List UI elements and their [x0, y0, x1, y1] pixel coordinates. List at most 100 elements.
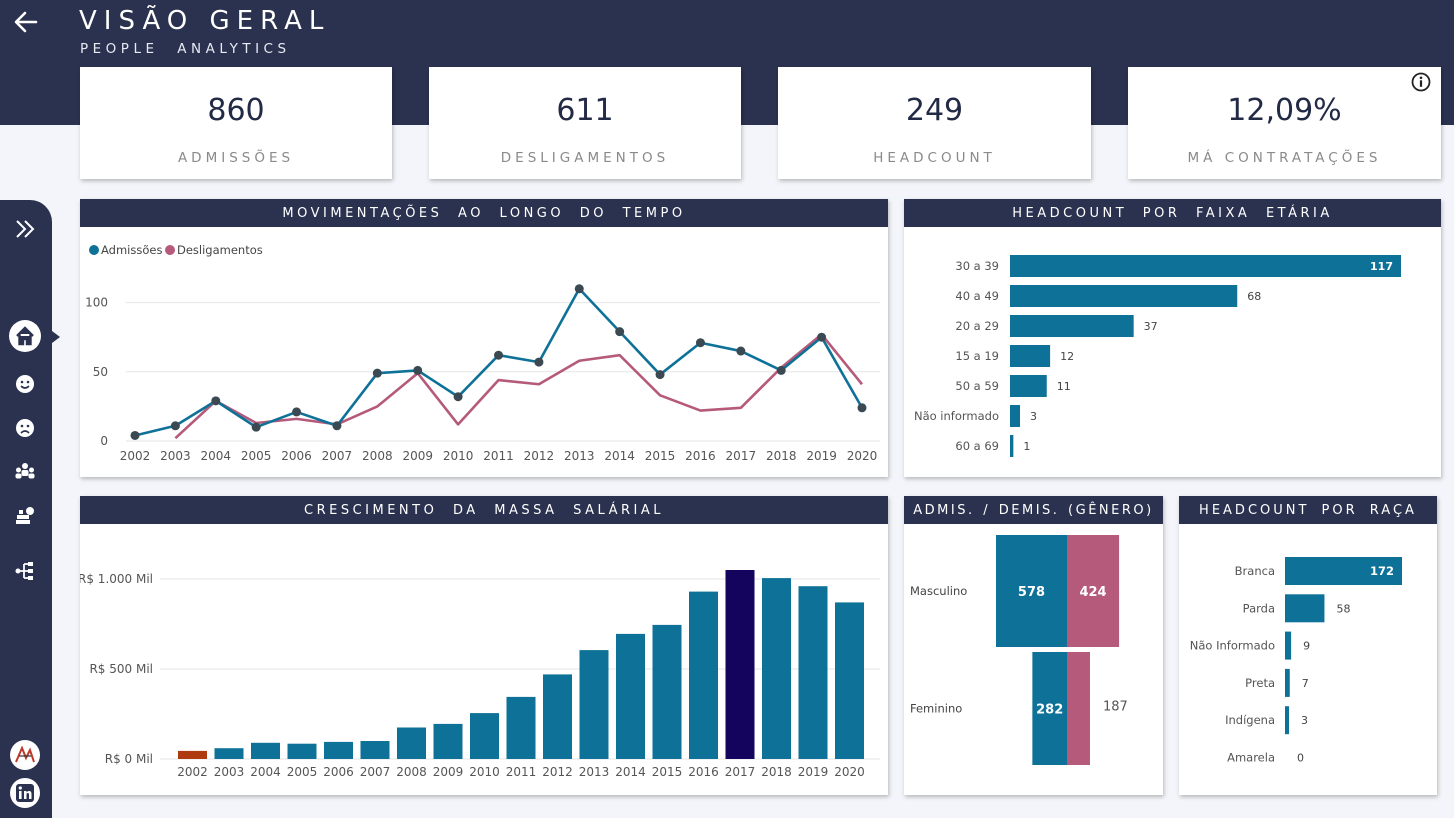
bar — [798, 586, 828, 759]
bar — [1285, 557, 1402, 585]
kpi-label: HEADCOUNT — [873, 150, 996, 166]
x-tick-label: 2017 — [726, 449, 757, 463]
panel-title: MOVIMENTAÇÕES AO LONGO DO TEMPO — [80, 199, 888, 227]
salary-bar-chart: R$ 0 Mil R$ 500 Mil R$ 1.000 Mil 2002 2003 20… — [80, 570, 880, 779]
bar — [1010, 435, 1014, 457]
x-tick-label: 2012 — [524, 449, 555, 463]
kpi-card-headcount: 249 HEADCOUNT — [778, 67, 1091, 179]
author-logo-icon[interactable] — [10, 740, 40, 770]
x-tick-label: 2011 — [483, 449, 514, 463]
panel-raca: HEADCOUNT POR RAÇA Branca 172 Parda 58 Não I… — [1179, 496, 1437, 795]
bar — [470, 713, 499, 759]
data-point — [494, 350, 503, 360]
x-tick-label: 2005 — [241, 449, 272, 463]
bar — [762, 578, 791, 759]
data-label: 68 — [1247, 290, 1261, 303]
category-label: 50 a 59 — [955, 379, 999, 393]
x-tick-label: 2002 — [120, 449, 151, 463]
bar — [652, 624, 682, 759]
category-label: Parda — [1243, 601, 1275, 615]
line-chart: 0 50 100 2002 2003 2004 2005 2006 2007 2008 2009 20… — [85, 243, 880, 463]
legend-label: Desligamentos — [177, 243, 263, 257]
y-tick-label: R$ 0 Mil — [105, 752, 153, 766]
back-arrow-icon[interactable] — [12, 8, 40, 36]
bar — [214, 748, 244, 759]
frown-icon[interactable] — [12, 415, 38, 441]
panel-title: HEADCOUNT POR FAIXA ETÁRIA — [904, 199, 1441, 227]
data-point — [655, 370, 665, 380]
data-label: 11 — [1057, 380, 1071, 393]
data-point — [170, 421, 180, 431]
x-tick-label: 2015 — [645, 449, 676, 463]
data-label: 58 — [1336, 602, 1350, 615]
data-point — [130, 430, 140, 440]
data-label: 172 — [1370, 564, 1394, 578]
bar — [543, 674, 572, 759]
panel-genero: ADMIS. / DEMIS. (GÊNERO) Masculino 578 424… — [904, 496, 1163, 795]
bar — [1285, 594, 1325, 623]
data-point — [292, 407, 302, 417]
panel-title: HEADCOUNT POR RAÇA — [1179, 496, 1437, 524]
data-point — [574, 284, 584, 294]
team-icon[interactable] — [12, 458, 38, 484]
data-label: 0 — [1297, 752, 1304, 765]
smile-icon[interactable] — [12, 371, 38, 397]
category-label: Branca — [1235, 564, 1275, 578]
bar — [1010, 375, 1047, 397]
x-tick-label: 2005 — [287, 765, 318, 779]
x-tick-label: 2016 — [688, 765, 719, 779]
data-label: 9 — [1303, 640, 1310, 653]
x-tick-label: 2018 — [766, 449, 797, 463]
home-icon[interactable] — [9, 320, 41, 352]
bar — [725, 570, 755, 759]
bar-desligamentos — [1067, 652, 1090, 765]
x-tick-label: 2002 — [177, 765, 208, 779]
bar — [616, 633, 645, 759]
hierarchy-icon[interactable] — [12, 558, 38, 584]
page-title: VISÃO GERAL — [79, 6, 331, 36]
x-tick-label: 2003 — [160, 449, 191, 463]
bar — [1285, 631, 1292, 660]
sidebar — [0, 200, 60, 818]
data-point — [776, 365, 786, 375]
series-line-admissões — [134, 287, 864, 437]
bar-desligamentos — [1067, 535, 1120, 647]
x-tick-label: 2016 — [685, 449, 716, 463]
bar — [360, 741, 390, 759]
page-subtitle: PEOPLE ANALYTICS — [80, 41, 291, 57]
bar — [178, 750, 207, 759]
legend-label: Admissões — [101, 243, 162, 257]
linkedin-icon[interactable] — [10, 778, 40, 808]
data-label: 3 — [1030, 410, 1037, 423]
x-tick-label: 2010 — [469, 765, 500, 779]
bar — [324, 741, 353, 759]
bar — [1010, 315, 1134, 337]
kpi-label: ADMISSÕES — [177, 150, 295, 166]
double-chevron-right-icon[interactable] — [12, 216, 38, 242]
bar — [1010, 405, 1021, 427]
bar — [251, 742, 280, 759]
info-icon[interactable] — [1411, 72, 1431, 92]
x-tick-label: 2010 — [443, 449, 474, 463]
data-label: 1 — [1023, 440, 1030, 453]
x-tick-label: 2020 — [834, 765, 865, 779]
y-tick-label: 0 — [100, 434, 108, 448]
bar — [579, 650, 609, 759]
bar — [433, 723, 463, 759]
x-tick-label: 2018 — [761, 765, 792, 779]
bar — [506, 696, 536, 759]
data-label: 7 — [1302, 677, 1309, 690]
data-label: 424 — [1079, 585, 1106, 600]
y-tick-label: R$ 500 Mil — [89, 662, 153, 676]
category-label: Amarela — [1227, 751, 1275, 765]
category-label: 30 a 39 — [955, 259, 999, 273]
x-tick-label: 2012 — [542, 765, 573, 779]
bar — [1010, 345, 1051, 367]
panel-faixa-etaria: HEADCOUNT POR FAIXA ETÁRIA 30 a 39 117 40 … — [904, 199, 1441, 477]
x-tick-label: 2008 — [396, 765, 427, 779]
x-tick-label: 2020 — [847, 449, 878, 463]
x-tick-label: 2009 — [433, 765, 464, 779]
x-tick-label: 2013 — [564, 449, 595, 463]
data-label: 282 — [1036, 703, 1063, 718]
salary-icon[interactable] — [12, 503, 38, 529]
